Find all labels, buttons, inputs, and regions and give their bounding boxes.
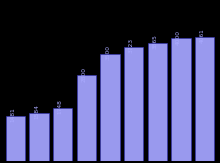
Bar: [100, 54, 120, 161]
Text: 1481: 1481: [10, 107, 15, 122]
Bar: [148, 43, 167, 161]
Text: 1748: 1748: [58, 99, 63, 114]
Bar: [29, 113, 49, 161]
Text: 4061: 4061: [200, 28, 205, 43]
Text: 3865: 3865: [152, 34, 157, 49]
Text: 2800: 2800: [81, 67, 86, 82]
Text: 3500: 3500: [105, 45, 110, 60]
Bar: [124, 47, 143, 161]
Text: 3723: 3723: [129, 38, 134, 53]
Bar: [53, 108, 72, 161]
Bar: [77, 75, 96, 161]
Bar: [171, 38, 191, 161]
Text: 4000: 4000: [176, 30, 181, 45]
Text: 1584: 1584: [34, 104, 39, 119]
Bar: [195, 37, 214, 161]
Bar: [6, 116, 25, 161]
